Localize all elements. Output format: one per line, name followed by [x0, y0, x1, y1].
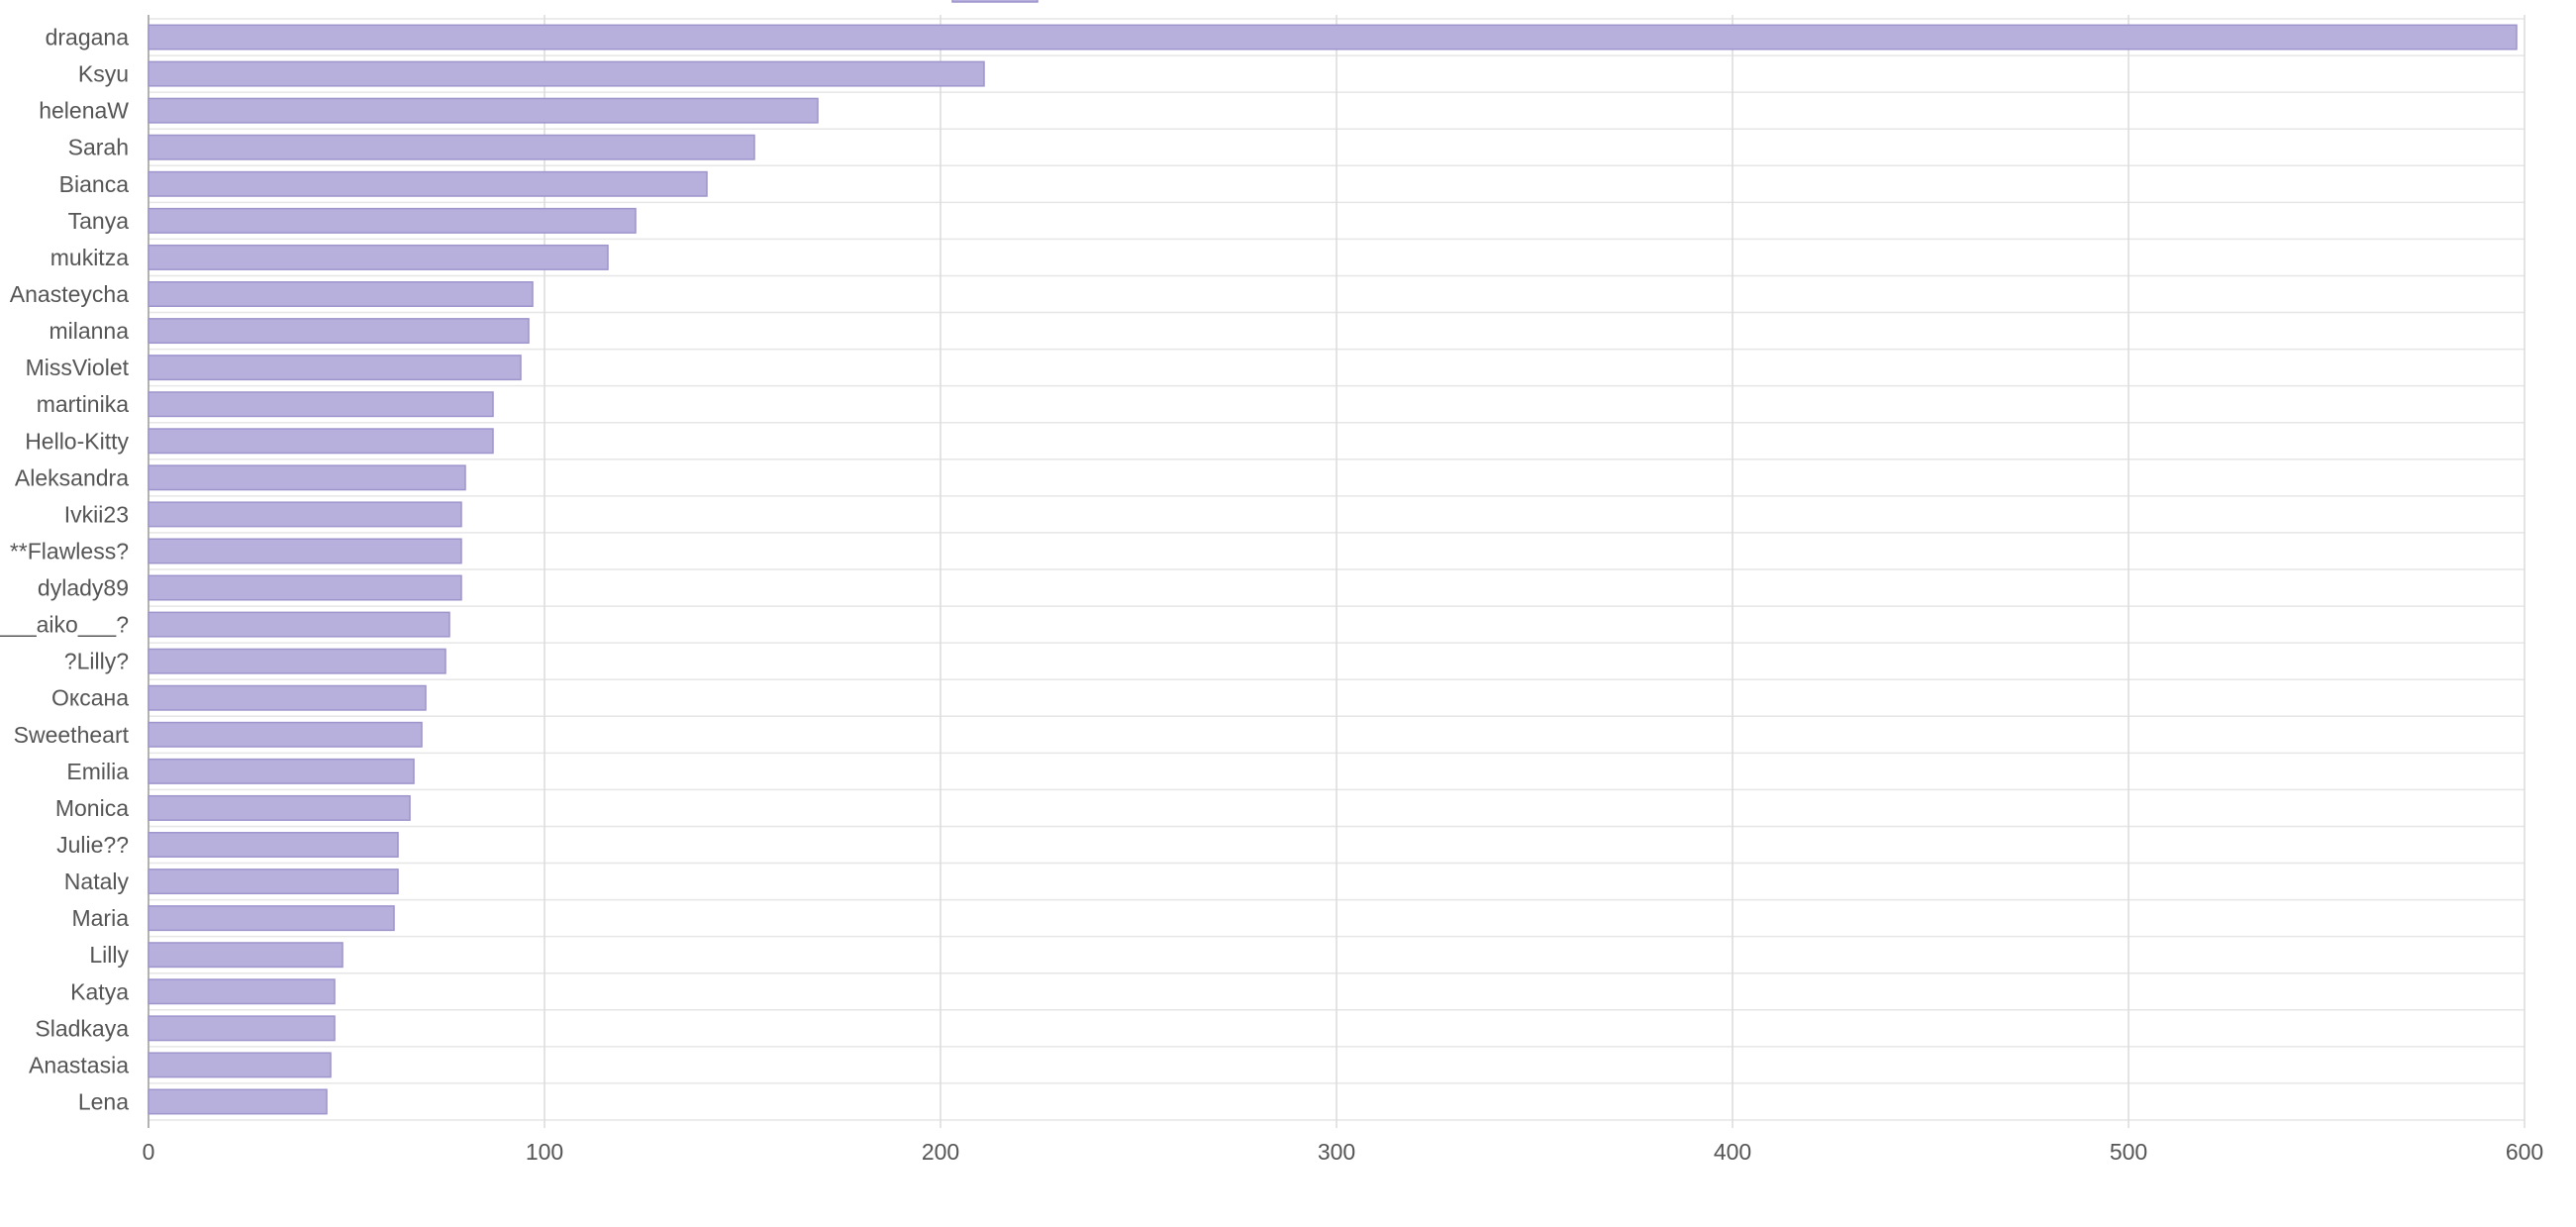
x-tick-layer: 0 100 200 300 400 500 600 — [143, 1139, 2544, 1165]
category-label: mukitza — [50, 245, 129, 270]
category-label: Bianca — [59, 171, 130, 197]
category-label: helenaW — [39, 98, 129, 124]
category-label: ?Lilly? — [64, 649, 129, 674]
bar — [148, 464, 466, 491]
category-label: Monica — [55, 795, 129, 821]
category-label: Sweetheart — [14, 722, 130, 748]
legend-swatch — [951, 0, 1039, 3]
bar — [148, 97, 819, 124]
bar — [148, 1052, 332, 1078]
category-label: martinika — [37, 391, 130, 417]
category-label: dragana — [46, 25, 130, 51]
category-label: Julie?? — [56, 832, 129, 858]
bar — [148, 318, 530, 345]
bar — [148, 391, 494, 418]
category-label: Aleksandra — [15, 464, 129, 490]
x-tick-label: 300 — [1318, 1139, 1355, 1165]
category-label: Sarah — [68, 135, 129, 160]
category-label: MissViolet — [26, 355, 130, 380]
grid-layer — [148, 15, 2526, 1128]
category-label: Tanya — [68, 208, 130, 234]
x-tick-label: 600 — [2506, 1139, 2543, 1165]
category-label: Katya — [70, 978, 129, 1004]
category-label: Maria — [71, 905, 129, 931]
category-label-layer: dragana Ksyu helenaW Sarah Bianca Tanya mukitz… — [0, 25, 130, 1115]
bar — [148, 428, 494, 455]
category-label: Hello-Kitty — [25, 428, 129, 454]
bar — [148, 207, 637, 234]
bar — [148, 244, 609, 270]
bar — [148, 721, 423, 748]
x-tick-label: 400 — [1714, 1139, 1751, 1165]
bar — [148, 832, 399, 858]
category-label: dylady89 — [38, 575, 129, 601]
category-label: Оксана — [51, 685, 129, 711]
category-label: Sladkaya — [35, 1015, 129, 1041]
category-label: Anastasia — [29, 1052, 129, 1077]
bar — [148, 869, 399, 895]
bar — [148, 978, 336, 1005]
x-tick-label: 200 — [922, 1139, 959, 1165]
bar — [148, 574, 462, 601]
category-label: milanna — [49, 318, 129, 344]
category-label: ___aiko___? — [0, 612, 129, 638]
bar — [148, 355, 522, 381]
x-tick-label: 0 — [143, 1139, 155, 1165]
bar-layer — [148, 24, 2518, 1115]
bar — [148, 794, 411, 821]
bar — [148, 648, 446, 674]
category-label: Anasteycha — [10, 281, 129, 307]
bar — [148, 281, 534, 307]
bar — [148, 538, 462, 564]
category-label: Ksyu — [78, 61, 129, 87]
category-label: Lena — [78, 1088, 129, 1114]
x-tick-label: 500 — [2110, 1139, 2147, 1165]
bar — [148, 501, 462, 528]
category-label: Emilia — [66, 759, 129, 784]
bar — [148, 942, 344, 969]
x-tick-label: 100 — [526, 1139, 563, 1165]
category-label: Ivkii23 — [64, 501, 129, 527]
bar — [148, 758, 415, 784]
bar — [148, 905, 395, 932]
category-label: Nataly — [64, 869, 130, 894]
bar — [148, 684, 427, 711]
bar — [148, 60, 985, 87]
bar — [148, 611, 450, 638]
bar — [148, 134, 755, 160]
category-label: **Flawless? — [10, 538, 129, 563]
category-label: Lilly — [89, 942, 129, 968]
bar — [148, 170, 708, 197]
bar — [148, 1015, 336, 1042]
bar — [148, 1088, 328, 1115]
top-mark-layer — [951, 0, 1039, 3]
bar — [148, 24, 2518, 51]
